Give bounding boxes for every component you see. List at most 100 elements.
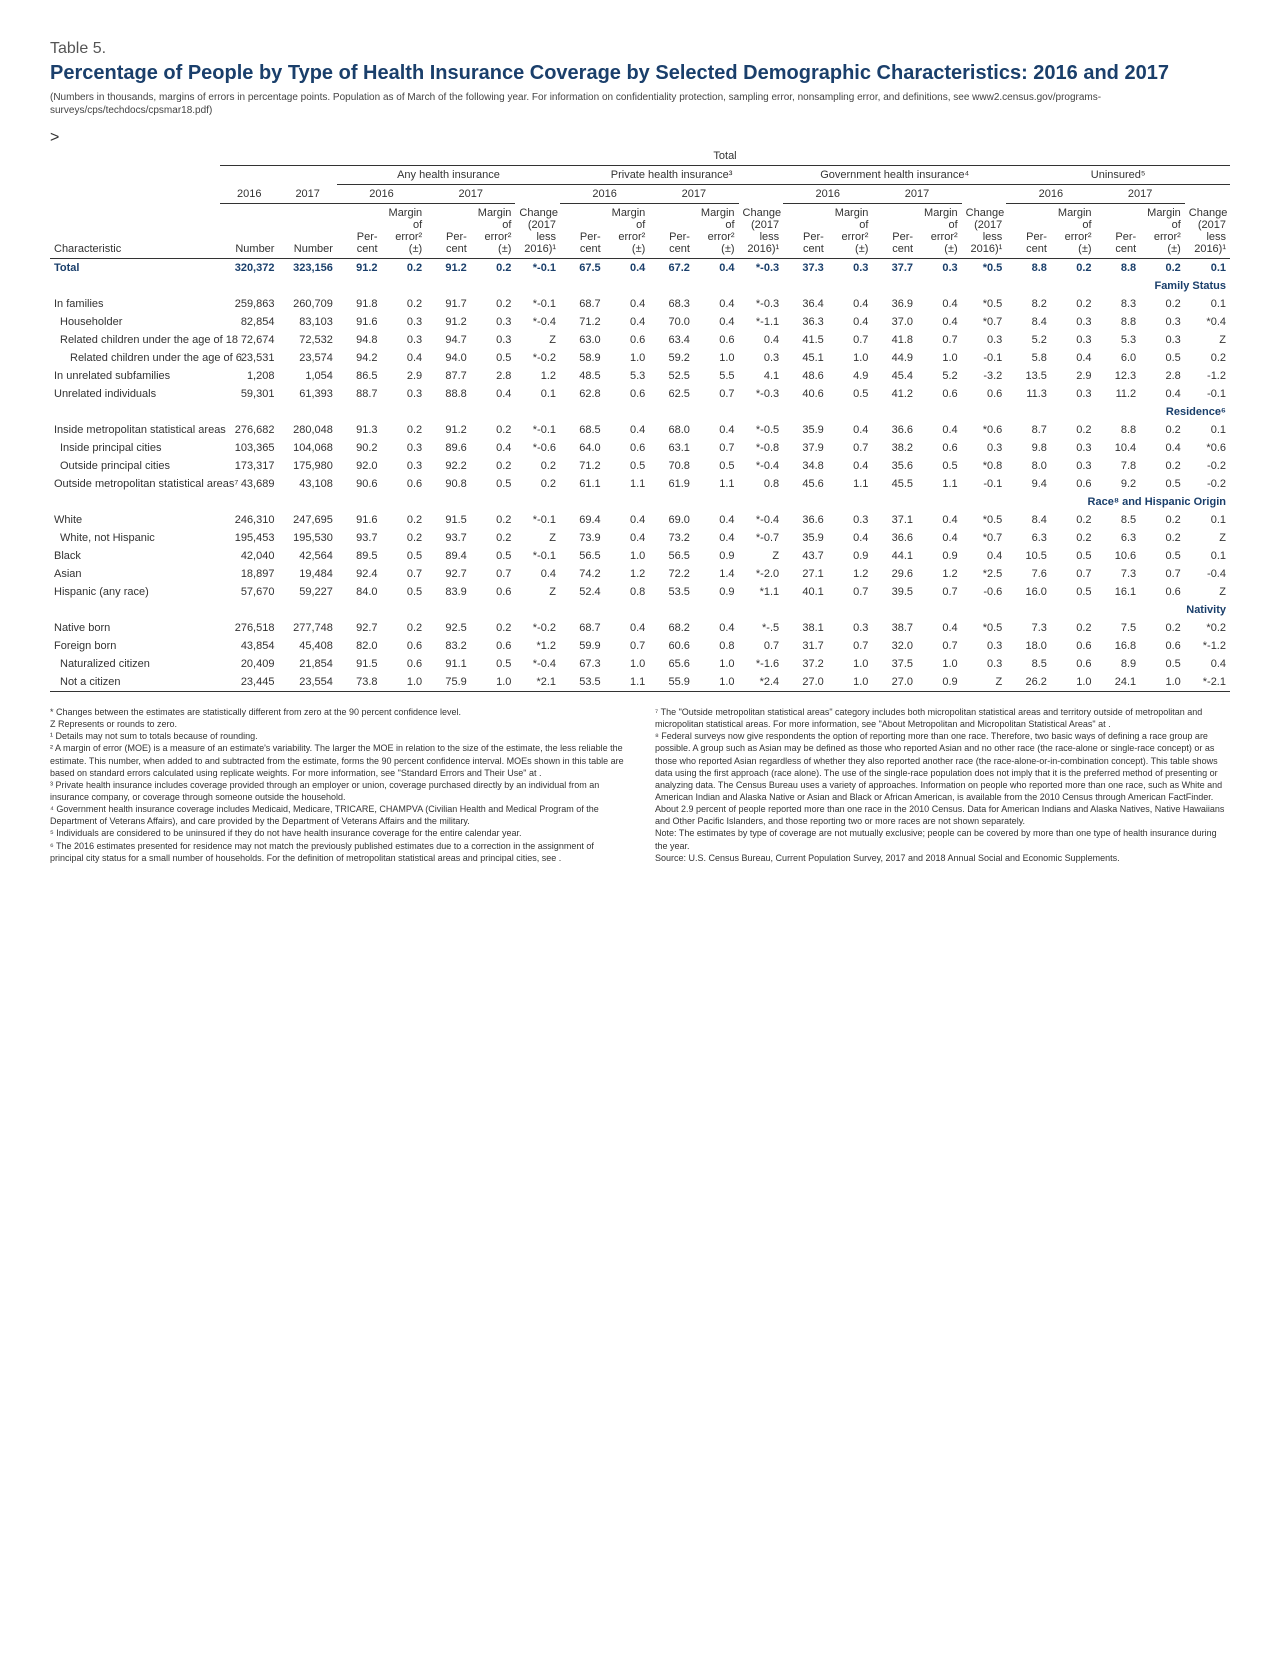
- cell: 0.2: [1140, 511, 1185, 529]
- cell: 0.8: [739, 475, 784, 493]
- cell: 0.6: [1051, 475, 1096, 493]
- cell: 23,445: [220, 673, 278, 692]
- cell: 0.3: [382, 457, 427, 475]
- cell: *-0.1: [515, 511, 560, 529]
- cell: *-0.3: [739, 385, 784, 403]
- table-row: Black42,04042,56489.50.589.40.5*-0.156.5…: [50, 547, 1230, 565]
- cell: 0.8: [605, 583, 650, 601]
- cell: 41.2: [872, 385, 917, 403]
- cell: 56.5: [649, 547, 694, 565]
- cell: 35.9: [783, 421, 828, 439]
- any-2017: 2017: [426, 185, 515, 204]
- cell: 52.5: [649, 367, 694, 385]
- page-title: Percentage of People by Type of Health I…: [50, 62, 1230, 85]
- cell: -0.1: [962, 475, 1007, 493]
- cell: 91.6: [337, 313, 382, 331]
- cell: 19,484: [278, 565, 336, 583]
- cell: 0.9: [694, 547, 739, 565]
- cell: *0.6: [962, 421, 1007, 439]
- cell: 8.3: [1096, 295, 1141, 313]
- cell: 276,682: [220, 421, 278, 439]
- cell: 0.4: [828, 457, 873, 475]
- cell: 0.4: [471, 439, 516, 457]
- h-a-moe17: Margin of error² (±): [471, 204, 516, 259]
- cell: 62.8: [560, 385, 605, 403]
- cell: 93.7: [426, 529, 471, 547]
- cell: 45.1: [783, 349, 828, 367]
- row-label: Outside principal cities: [50, 457, 220, 475]
- cell: *-0.4: [739, 457, 784, 475]
- cell: 0.2: [1185, 349, 1230, 367]
- cell: 4.9: [828, 367, 873, 385]
- cell: 1.2: [828, 565, 873, 583]
- cell: 259,863: [220, 295, 278, 313]
- cell: 247,695: [278, 511, 336, 529]
- cell: 0.2: [1051, 619, 1096, 637]
- cell: 13.5: [1006, 367, 1051, 385]
- cell: *-1.2: [1185, 637, 1230, 655]
- priv-2017: 2017: [649, 185, 738, 204]
- cell: 88.8: [426, 385, 471, 403]
- table-body: Total320,372323,15691.20.291.20.2*-0.167…: [50, 259, 1230, 692]
- row-label: Related children under the age of 18: [50, 331, 220, 349]
- cell: 27.0: [872, 673, 917, 692]
- cell: 0.6: [962, 385, 1007, 403]
- cell: 1.0: [828, 655, 873, 673]
- cell: 61.1: [560, 475, 605, 493]
- cell: 0.2: [1140, 529, 1185, 547]
- cell: 0.4: [739, 331, 784, 349]
- cell: 0.7: [917, 637, 962, 655]
- cell: 0.6: [382, 637, 427, 655]
- h-p-moe17: Margin of error² (±): [694, 204, 739, 259]
- cell: 69.0: [649, 511, 694, 529]
- cell: 44.1: [872, 547, 917, 565]
- cell: 0.7: [917, 583, 962, 601]
- cell: 31.7: [783, 637, 828, 655]
- cell: 0.3: [962, 637, 1007, 655]
- h-g-moe16: Margin of error² (±): [828, 204, 873, 259]
- cell: 0.4: [694, 295, 739, 313]
- cell: 0.1: [1185, 547, 1230, 565]
- cell: 35.9: [783, 529, 828, 547]
- cell: 71.2: [560, 313, 605, 331]
- cell: 8.7: [1006, 421, 1051, 439]
- cell: 91.3: [337, 421, 382, 439]
- table-row: In families259,863260,70991.80.291.70.2*…: [50, 295, 1230, 313]
- cell: 73.9: [560, 529, 605, 547]
- cell: 277,748: [278, 619, 336, 637]
- cell: 44.9: [872, 349, 917, 367]
- cell: 0.4: [917, 295, 962, 313]
- cell: 1.0: [828, 349, 873, 367]
- cell: 0.6: [1140, 637, 1185, 655]
- cell: 9.8: [1006, 439, 1051, 457]
- section-head: Residence⁶: [50, 403, 1230, 421]
- page: Table 5. Percentage of People by Type of…: [0, 0, 1280, 1656]
- cell: 1.4: [694, 565, 739, 583]
- table-row: Total320,372323,15691.20.291.20.2*-0.167…: [50, 259, 1230, 278]
- table-number: Table 5.: [50, 40, 1230, 58]
- cell: 0.2: [471, 619, 516, 637]
- unins-2017: 2017: [1096, 185, 1185, 204]
- cell: 0.5: [382, 547, 427, 565]
- cell: 23,554: [278, 673, 336, 692]
- cell: 70.0: [649, 313, 694, 331]
- cell: 43,854: [220, 637, 278, 655]
- cell: *-0.3: [739, 259, 784, 278]
- cell: 59,227: [278, 583, 336, 601]
- cell: *-2.0: [739, 565, 784, 583]
- cell: 90.2: [337, 439, 382, 457]
- cell: 5.3: [605, 367, 650, 385]
- cell: 38.2: [872, 439, 917, 457]
- cell: 12.3: [1096, 367, 1141, 385]
- cell: 41.8: [872, 331, 917, 349]
- cell: 0.2: [471, 529, 516, 547]
- cell: 61,393: [278, 385, 336, 403]
- row-label: White, not Hispanic: [50, 529, 220, 547]
- cell: *-0.5: [739, 421, 784, 439]
- cell: 0.6: [605, 331, 650, 349]
- cell: 0.3: [739, 349, 784, 367]
- cell: 91.2: [426, 259, 471, 278]
- cell: 91.1: [426, 655, 471, 673]
- cell: -0.2: [1185, 475, 1230, 493]
- cell: 0.6: [917, 385, 962, 403]
